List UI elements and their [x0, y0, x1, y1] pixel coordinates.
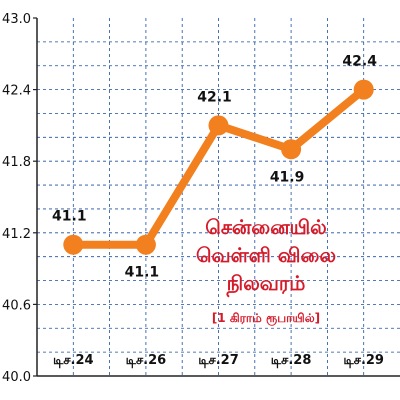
chart-subtitle: [1 கிராம் ரூபாயில்] — [212, 311, 320, 326]
x-tick-label: டிச.24 — [53, 353, 94, 368]
data-labels: 41.1 41.1 42.1 41.9 42.4 — [52, 54, 377, 281]
y-tick-label: 41.8 — [2, 155, 31, 170]
y-tick-label: 40.0 — [2, 370, 31, 385]
grid-lines — [37, 18, 400, 376]
data-label: 41.1 — [125, 265, 160, 281]
x-tick-label: டிச.29 — [343, 353, 384, 368]
data-label: 42.1 — [197, 89, 232, 105]
x-tick-label: டிச.27 — [198, 353, 239, 368]
data-label: 41.1 — [52, 209, 87, 225]
chart-title: சென்னையில் வெள்ளி விலை நிலவரம் [1 கிராம்… — [196, 215, 336, 326]
data-point — [281, 139, 302, 160]
y-tick-label: 43.0 — [2, 12, 31, 27]
data-label: 41.9 — [270, 169, 305, 185]
x-tick-label: டிச.28 — [271, 353, 312, 368]
y-tick-label: 42.4 — [2, 84, 31, 99]
data-point — [63, 234, 84, 255]
x-tick-labels: டிச.24 டிச.26 டிச.27 டிச.28 டிச.29 — [53, 353, 384, 368]
x-tick-label: டிச.26 — [126, 353, 167, 368]
data-point — [208, 115, 229, 136]
title-line-2: வெள்ளி விலை — [196, 243, 336, 267]
y-tick-labels: 40.0 40.6 41.2 41.8 42.4 43.0 — [2, 12, 37, 385]
y-tick-label: 40.6 — [2, 298, 31, 313]
axes — [36, 18, 400, 377]
data-point — [353, 79, 374, 100]
title-line-1: சென்னையில் — [205, 215, 326, 239]
data-label: 42.4 — [342, 54, 377, 70]
title-line-3: நிலவரம் — [226, 271, 306, 298]
data-point — [135, 234, 156, 255]
series-silver-price — [63, 79, 374, 255]
y-tick-label: 41.2 — [2, 227, 31, 242]
